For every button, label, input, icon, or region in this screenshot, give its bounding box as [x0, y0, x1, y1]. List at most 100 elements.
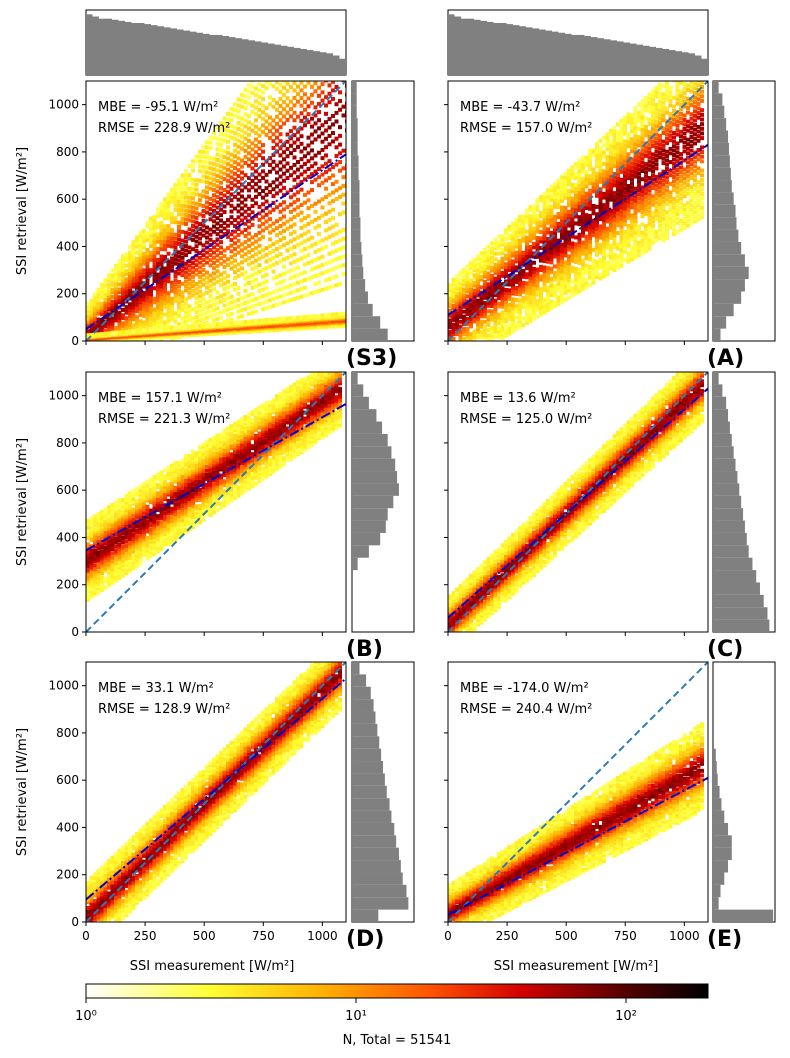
heatmap-cell — [201, 149, 206, 154]
heatmap-cell — [334, 119, 339, 124]
heatmap-cell — [117, 282, 122, 287]
heatmap-cell — [128, 267, 132, 272]
heatmap-cell — [205, 225, 209, 230]
heatmap-cell — [341, 166, 346, 171]
heatmap-cell — [100, 285, 104, 290]
top-hist-bar — [313, 51, 320, 75]
heatmap-cell — [296, 288, 300, 293]
heatmap-cell — [187, 250, 192, 255]
heatmap-cell — [177, 237, 181, 242]
heatmap-cell — [194, 248, 199, 253]
heatmap-cell — [145, 224, 150, 229]
heatmap-cell — [236, 168, 241, 173]
heatmap-cell — [212, 219, 216, 224]
heatmap-cell — [163, 270, 167, 275]
heatmap-cell — [338, 281, 342, 286]
heatmap-cell — [306, 198, 311, 203]
heatmap-cell — [149, 285, 153, 290]
top-hist-bar — [216, 34, 223, 75]
heatmap-cell — [128, 290, 132, 295]
heatmap-cell — [187, 259, 192, 264]
heatmap-cell — [198, 154, 202, 159]
heatmap-cell — [163, 212, 167, 217]
heatmap-cell — [299, 315, 304, 320]
heatmap-cell — [476, 319, 480, 324]
heatmap-cell — [271, 255, 276, 260]
heatmap-cell — [469, 304, 473, 309]
side-hist-bar — [352, 105, 357, 119]
heatmap-cell — [289, 239, 293, 244]
heatmap-cell — [205, 185, 209, 190]
heatmap-cell — [504, 268, 508, 273]
heatmap-cell — [313, 129, 318, 134]
heatmap-cell — [303, 115, 307, 120]
heatmap-cell — [493, 284, 498, 289]
heatmap-cell — [476, 309, 480, 314]
heatmap-cell — [166, 326, 171, 331]
heatmap-cell — [177, 263, 181, 268]
heatmap-cell — [500, 296, 505, 301]
heatmap-cell — [465, 286, 470, 291]
heatmap-cell — [303, 278, 307, 283]
heatmap-cell — [247, 83, 251, 88]
heatmap-cell — [128, 316, 132, 321]
heatmap-cell — [278, 139, 283, 144]
heatmap-cell — [166, 232, 171, 237]
heatmap-cell — [201, 169, 206, 174]
heatmap-cell — [285, 175, 290, 180]
heatmap-cell — [180, 195, 185, 200]
heatmap-cell — [194, 178, 199, 183]
heatmap-cell — [107, 275, 111, 280]
heatmap-cell — [493, 279, 498, 284]
heatmap-cell — [254, 309, 258, 314]
heatmap-cell — [313, 241, 318, 246]
heatmap-cell — [191, 307, 195, 312]
heatmap-cell — [229, 158, 234, 163]
heatmap-cell — [243, 252, 248, 257]
heatmap-cell — [469, 271, 473, 276]
heatmap-cell — [212, 250, 216, 255]
heatmap-cell — [504, 256, 508, 261]
heatmap-cell — [486, 284, 491, 289]
heatmap-cell — [166, 228, 171, 233]
heatmap-cell — [201, 292, 206, 297]
heatmap-cell — [173, 261, 178, 266]
heatmap-cell — [247, 182, 251, 187]
heatmap-cell — [208, 232, 213, 237]
heatmap-cell — [271, 159, 276, 164]
heatmap-cell — [173, 311, 178, 316]
heatmap-cell — [483, 293, 487, 298]
heatmap-cell — [282, 221, 286, 226]
heatmap-cell — [324, 186, 328, 191]
heatmap-cell — [504, 253, 508, 258]
heatmap-cell — [163, 289, 167, 294]
heatmap-cell — [205, 270, 209, 275]
heatmap-cell — [135, 302, 139, 307]
heatmap-cell — [254, 150, 258, 155]
heatmap-cell — [458, 329, 463, 334]
heatmap-cell — [500, 287, 505, 292]
heatmap-cell — [149, 250, 153, 255]
heatmap-cell — [159, 235, 164, 240]
heatmap-cell — [121, 265, 125, 270]
heatmap-cell — [114, 303, 118, 308]
heatmap-cell — [243, 118, 248, 123]
heatmap-cell — [128, 276, 132, 281]
heatmap-cell — [465, 336, 470, 341]
heatmap-cell — [128, 282, 132, 287]
heatmap-cell — [124, 316, 129, 321]
heatmap-cell — [490, 276, 494, 281]
heatmap-cell — [152, 236, 157, 241]
heatmap-cell — [247, 281, 251, 286]
heatmap-cell — [222, 226, 227, 231]
heatmap-cell — [257, 88, 262, 93]
heatmap-cell — [152, 271, 157, 276]
heatmap-cell — [292, 185, 297, 190]
heatmap-cell — [145, 278, 150, 283]
heatmap-cell — [114, 313, 118, 318]
heatmap-cell — [243, 276, 248, 281]
heatmap-cell — [490, 257, 494, 262]
heatmap-cell — [177, 301, 181, 306]
heatmap-cell — [257, 133, 262, 138]
heatmap-cell — [229, 306, 234, 311]
